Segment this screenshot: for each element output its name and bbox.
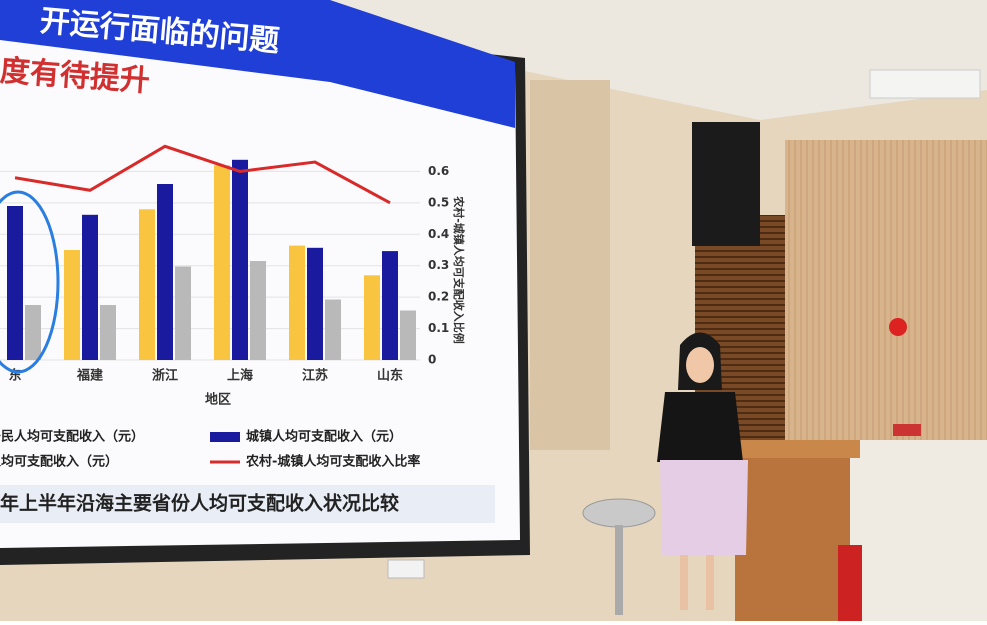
bar	[382, 251, 398, 360]
x-tick-label: 山东	[377, 368, 403, 384]
x-tick-label: 上海	[227, 368, 253, 384]
legend-label: 城镇人均可支配收入（元）	[246, 429, 402, 445]
extinguisher-box	[838, 545, 862, 621]
legend-label: 农村-城镇人均可支配收入比率	[245, 454, 420, 470]
bar	[175, 266, 191, 360]
alarm	[889, 318, 907, 336]
title-band	[0, 0, 515, 128]
speaker	[692, 122, 760, 246]
podium	[735, 445, 850, 621]
y2-tick-label: 0.5	[428, 195, 449, 209]
wood-wall	[785, 140, 987, 440]
bar	[400, 310, 416, 360]
x-tick-label: 福建	[76, 368, 103, 384]
bar	[250, 261, 266, 360]
y2-tick-label: 0.6	[428, 164, 449, 178]
x-tick-label: 江苏	[302, 368, 328, 384]
bar	[289, 245, 305, 360]
bar	[364, 275, 380, 360]
y2-axis-label: 农村-城镇人均可支配收入比例	[452, 195, 466, 344]
legend-swatch	[210, 432, 240, 442]
presenter	[657, 332, 748, 610]
bar	[325, 299, 341, 360]
bar	[25, 305, 41, 360]
stool-leg	[615, 525, 623, 615]
y2-tick-label: 0	[428, 353, 436, 367]
socket	[387, 559, 425, 579]
y2-tick-label: 0.1	[428, 321, 449, 335]
legend-label: 人均可支配收入（元）	[0, 454, 118, 470]
y2-tick-label: 0.3	[428, 258, 449, 272]
ratio-line	[14, 144, 391, 205]
x-tick-label: 浙江	[152, 368, 178, 384]
highlight-circle	[0, 190, 60, 374]
x-axis-label: 地区	[205, 392, 231, 408]
bar	[139, 209, 155, 360]
bar	[157, 184, 173, 360]
legend-label: 居民人均可支配收入（元）	[0, 429, 144, 445]
y2-tick-label: 0.4	[428, 227, 449, 241]
bar	[232, 159, 248, 360]
bar	[64, 250, 80, 360]
bar	[214, 165, 230, 360]
pillar	[530, 80, 610, 450]
footer-band	[0, 485, 495, 523]
vent	[869, 69, 981, 99]
ceiling	[330, 0, 987, 120]
y2-tick-label: 0.2	[428, 290, 449, 304]
bar	[100, 305, 116, 360]
slide-footer: 年上半年沿海主要省份人均可支配收入状况比较	[0, 492, 399, 515]
stool-seat	[582, 498, 656, 528]
bar	[82, 214, 98, 360]
bar	[7, 206, 23, 360]
outlet	[893, 424, 921, 436]
bar	[307, 247, 323, 360]
podium-top	[725, 440, 860, 458]
